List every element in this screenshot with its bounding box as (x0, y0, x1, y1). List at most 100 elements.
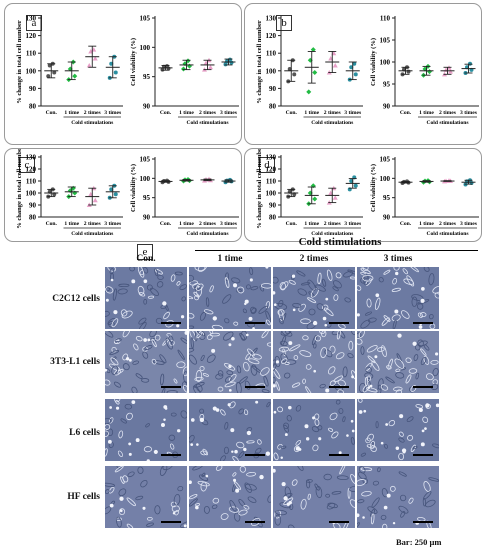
bright-cell (395, 446, 400, 450)
bright-cell (273, 291, 276, 295)
cell-shape (156, 281, 164, 288)
cell-shape (295, 405, 302, 412)
bright-cell (228, 343, 232, 347)
y-tick-label: 130 (266, 15, 277, 23)
stim-label: Cold stimulations (311, 231, 354, 237)
cell-shape (189, 274, 195, 282)
cell-shape (364, 372, 374, 379)
cell-shape (117, 450, 123, 458)
cell-shape (154, 268, 159, 277)
cell-shape (395, 368, 401, 372)
bright-cell (147, 338, 151, 342)
group-label: 2 times (439, 221, 457, 227)
cell-shape (298, 303, 306, 312)
cell-shape (281, 358, 288, 364)
group-label: 2 times (199, 221, 217, 227)
bright-cell (244, 302, 247, 306)
bright-cell (190, 443, 194, 447)
cell-shape (149, 331, 157, 338)
cell-shape (419, 312, 427, 318)
bright-cell (109, 503, 114, 508)
cell-shape (366, 387, 378, 393)
group-label: Con. (286, 221, 298, 227)
group-label: 3 times (460, 221, 478, 227)
cell-shape (349, 485, 355, 492)
cell-shape (199, 311, 206, 321)
cell-shape (380, 514, 387, 521)
cell-shape (289, 344, 301, 352)
cell-shape (163, 311, 170, 320)
bright-cell (351, 429, 355, 433)
cell-shape (105, 379, 111, 386)
cell-shape (423, 491, 432, 500)
cell-shape (144, 345, 153, 350)
bright-cell (402, 450, 406, 454)
bright-cell (110, 278, 114, 282)
col-header-0: Con. (136, 254, 156, 264)
cell-shape (116, 516, 122, 528)
cell-shape (338, 408, 344, 414)
y-axis-label: Cell viability (%) (370, 164, 377, 212)
cell-shape (414, 344, 421, 351)
y-tick-label: 130 (26, 154, 37, 162)
cell-shape (312, 444, 319, 452)
micrograph-bg (189, 267, 271, 329)
bright-cell (292, 308, 296, 312)
bright-cell (357, 513, 360, 518)
data-point (52, 70, 57, 75)
cell-shape (244, 483, 257, 491)
micrograph-bg (357, 466, 439, 528)
cell-shape (245, 353, 251, 361)
cell-shape (118, 488, 127, 497)
cell-shape (335, 352, 345, 360)
cell-shape (327, 502, 338, 509)
cell-shape (141, 378, 150, 383)
cell-shape (115, 400, 120, 405)
cell-shape (398, 505, 409, 514)
bright-cell (163, 418, 166, 421)
bright-cell (135, 438, 140, 443)
bright-cell (184, 331, 187, 335)
y-tick-label: 120 (266, 166, 277, 174)
y-tick-label: 80 (29, 103, 37, 111)
cell-shape (412, 445, 418, 450)
bright-cell (153, 449, 158, 455)
cell-shape (251, 365, 262, 374)
cell-shape (278, 309, 284, 322)
micrograph-image (273, 466, 355, 528)
bright-cell (313, 369, 317, 373)
cell-shape (233, 321, 239, 326)
data-point (208, 64, 213, 70)
cell-shape (154, 334, 161, 341)
cell-shape (323, 307, 334, 317)
cell-shape (420, 348, 427, 356)
cell-shape (212, 497, 220, 504)
cell-shape (401, 310, 410, 319)
cell-shape (358, 471, 367, 480)
bright-cell (424, 427, 427, 430)
cell-shape (110, 357, 119, 366)
cell-shape (265, 301, 271, 309)
y-tick-label: 80 (269, 103, 277, 111)
cell-shape (242, 308, 247, 314)
cell-shape (238, 376, 248, 384)
y-tick-label: 95 (383, 194, 391, 202)
bright-cell (273, 303, 277, 307)
y-tick-label: 110 (26, 50, 37, 58)
bright-cell (369, 384, 373, 388)
cell-shape (423, 355, 430, 365)
cell-shape (142, 346, 148, 352)
cell-shape (280, 445, 287, 450)
y-tick-label: 100 (26, 67, 37, 75)
cell-shape (201, 472, 206, 478)
cell-shape (238, 408, 245, 415)
micrograph-image (105, 466, 187, 528)
cell-shape (159, 466, 168, 476)
row-label-0: C2C12 cells (52, 294, 100, 304)
cell-shape (274, 514, 282, 526)
cell-shape (236, 381, 242, 393)
cell-shape (351, 331, 355, 335)
cell-shape (224, 277, 230, 288)
cell-shape (124, 403, 133, 410)
group-label: 1 time (304, 110, 319, 116)
